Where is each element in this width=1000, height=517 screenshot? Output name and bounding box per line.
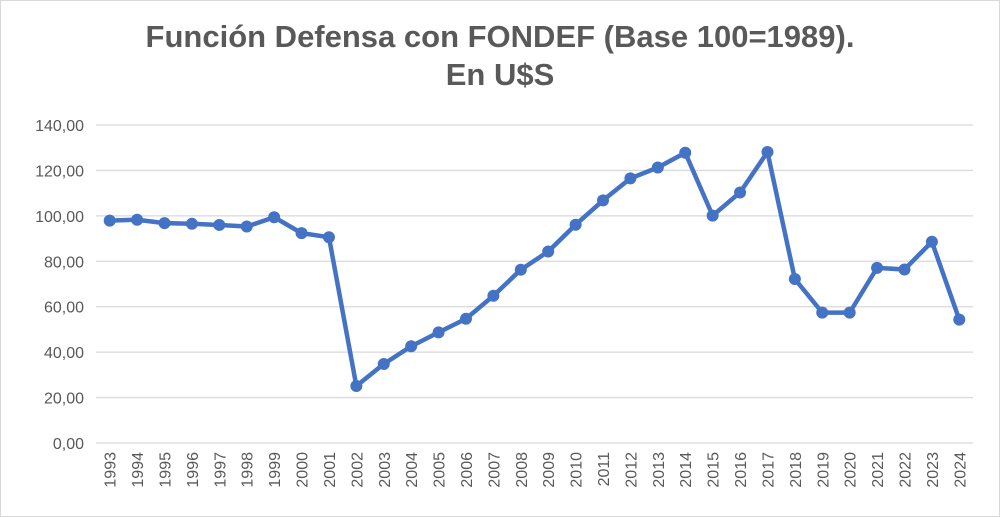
- x-tick-label: 2005: [432, 452, 449, 488]
- data-point: [651, 161, 664, 174]
- x-tick-label: 1995: [158, 452, 175, 488]
- y-tick-label: 0,00: [53, 436, 84, 453]
- x-tick-label: 2004: [404, 452, 421, 488]
- data-point: [295, 227, 308, 240]
- data-point: [459, 312, 472, 325]
- x-tick-label: 1999: [267, 452, 284, 488]
- x-tick-label: 2022: [897, 452, 914, 488]
- x-tick-label: 2021: [870, 452, 887, 488]
- data-point: [898, 263, 911, 276]
- x-tick-label: 2009: [541, 452, 558, 488]
- x-tick-label: 2006: [459, 452, 476, 488]
- data-point: [597, 194, 610, 207]
- data-point: [624, 172, 637, 185]
- data-point: [843, 306, 856, 319]
- x-tick-label: 2013: [651, 452, 668, 488]
- data-point: [816, 306, 829, 319]
- x-tick-label: 2024: [952, 452, 969, 488]
- data-point: [377, 357, 390, 370]
- series-line: [109, 149, 962, 389]
- data-point: [761, 146, 774, 159]
- data-point: [185, 217, 198, 230]
- data-point: [350, 379, 363, 392]
- x-tick-label: 2001: [322, 452, 339, 488]
- chart-title: Función Defensa con FONDEF (Base 100=198…: [0, 18, 1000, 94]
- data-point: [405, 340, 418, 353]
- data-point: [268, 211, 281, 224]
- x-tick-label: 1996: [185, 452, 202, 488]
- y-tick-label: 60,00: [44, 300, 84, 317]
- data-point: [542, 245, 555, 258]
- y-tick-label: 40,00: [44, 345, 84, 362]
- data-point: [679, 146, 692, 159]
- x-tick-label: 2018: [788, 452, 805, 488]
- data-point: [871, 261, 884, 274]
- x-tick-label: 2014: [678, 452, 695, 488]
- x-tick-label: 2017: [760, 452, 777, 488]
- data-point: [213, 218, 226, 231]
- x-tick-label: 2002: [349, 452, 366, 488]
- data-point: [240, 220, 253, 233]
- data-point: [514, 263, 527, 276]
- x-tick-label: 1997: [212, 452, 229, 488]
- x-tick-label: 1994: [130, 452, 147, 488]
- x-tick-label: 2016: [733, 452, 750, 488]
- x-tick-label: 2012: [623, 452, 640, 488]
- x-tick-label: 2000: [295, 452, 312, 488]
- x-tick-label: 2003: [377, 452, 394, 488]
- y-tick-label: 100,00: [35, 209, 84, 226]
- data-point: [131, 213, 144, 226]
- data-point: [706, 209, 719, 222]
- data-point: [487, 289, 500, 302]
- data-point: [788, 273, 801, 286]
- x-tick-label: 2023: [925, 452, 942, 488]
- data-point: [925, 235, 938, 248]
- x-tick-label: 2020: [843, 452, 860, 488]
- x-tick-label: 2010: [569, 452, 586, 488]
- x-tick-label: 2015: [706, 452, 723, 488]
- x-tick-label: 2007: [486, 452, 503, 488]
- chart-title-line1: Función Defensa con FONDEF (Base 100=198…: [145, 19, 855, 54]
- x-tick-label: 1998: [240, 452, 257, 488]
- y-tick-label: 80,00: [44, 254, 84, 271]
- data-point: [322, 231, 335, 244]
- x-tick-label: 2011: [596, 452, 613, 487]
- x-tick-label: 2008: [514, 452, 531, 488]
- data-point: [103, 214, 116, 227]
- data-point: [432, 326, 445, 339]
- y-tick-label: 140,00: [35, 118, 84, 135]
- y-tick-label: 20,00: [44, 391, 84, 408]
- data-point: [158, 217, 171, 230]
- x-tick-label: 2019: [815, 452, 832, 488]
- data-point: [953, 313, 966, 326]
- data-point: [734, 186, 747, 199]
- x-tick-label: 1993: [103, 452, 120, 488]
- y-tick-label: 120,00: [35, 163, 84, 180]
- data-point: [569, 218, 582, 231]
- chart-title-line2: En U$S: [445, 57, 555, 92]
